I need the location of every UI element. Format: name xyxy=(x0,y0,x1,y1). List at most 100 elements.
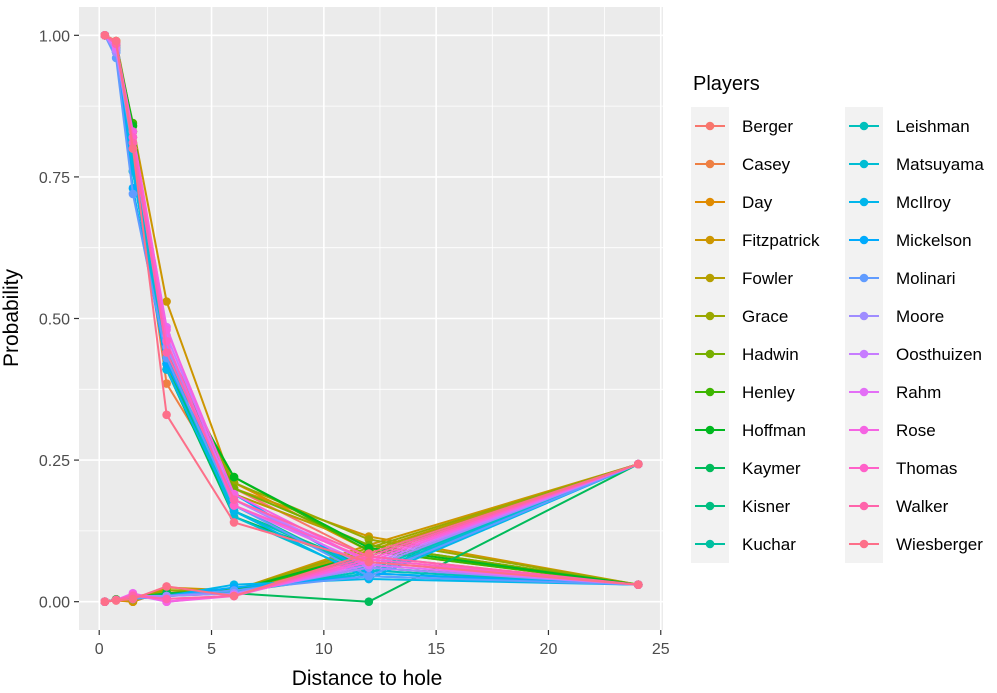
legend-label: Fowler xyxy=(742,269,793,288)
legend-label: Mickelson xyxy=(896,231,972,250)
legend-item: Rose xyxy=(845,411,936,449)
legend-label: Wiesberger xyxy=(896,535,983,554)
x-axis-title: Distance to hole xyxy=(292,667,443,688)
legend-item: Henley xyxy=(691,373,795,411)
legend-label: Kisner xyxy=(742,497,791,516)
data-point xyxy=(229,518,239,527)
legend-label: Leishman xyxy=(896,117,970,136)
legend-item: Rahm xyxy=(845,373,941,411)
legend-item: Berger xyxy=(691,107,793,145)
legend-key-point xyxy=(859,197,869,207)
legend-key-point xyxy=(705,425,715,435)
legend-key-point xyxy=(705,235,715,245)
legend-label: Fitzpatrick xyxy=(742,231,820,250)
data-point xyxy=(162,410,171,420)
x-tick-label: 20 xyxy=(540,641,558,658)
y-tick-label: 0.00 xyxy=(39,595,70,612)
x-tick-label: 25 xyxy=(652,641,670,658)
legend-label: Molinari xyxy=(896,269,956,288)
legend-item: Hoffman xyxy=(691,411,806,449)
legend-item: Grace xyxy=(691,297,788,335)
legend-item: Day xyxy=(691,183,773,221)
legend-item: Leishman xyxy=(845,107,970,145)
legend-key-point xyxy=(705,311,715,321)
legend-key-point xyxy=(859,539,869,549)
legend: Players Berger Casey Day Fitzpatrick Fowler G… xyxy=(691,73,984,563)
data-point xyxy=(229,591,239,601)
legend-key-point xyxy=(859,121,869,131)
data-point xyxy=(364,549,374,558)
data-point xyxy=(229,472,239,482)
legend-key-point xyxy=(859,425,869,435)
legend-key-point xyxy=(705,463,715,473)
legend-label: Matsuyama xyxy=(896,155,984,174)
series-wiesberger xyxy=(100,31,643,606)
legend-label: Berger xyxy=(742,117,793,136)
legend-item: Mickelson xyxy=(845,221,972,259)
data-point xyxy=(111,596,121,605)
legend-item: McIlroy xyxy=(845,183,951,221)
x-tick-label: 10 xyxy=(315,641,333,658)
y-tick-label: 0.25 xyxy=(39,453,70,470)
data-point xyxy=(100,31,110,40)
legend-item: Fowler xyxy=(691,259,793,297)
legend-label: Oosthuizen xyxy=(896,345,982,364)
legend-key-point xyxy=(705,197,715,207)
legend-item: Kisner xyxy=(691,487,791,525)
legend-label: Hoffman xyxy=(742,421,806,440)
x-axis: 0 5 10 15 20 25 xyxy=(95,630,670,658)
legend-item: Casey xyxy=(691,145,791,183)
y-tick-label: 1.00 xyxy=(39,28,70,45)
data-point xyxy=(162,379,171,388)
legend-key-point xyxy=(859,501,869,511)
legend-item: Thomas xyxy=(845,449,957,487)
data-point xyxy=(634,459,643,469)
y-tick-label: 0.75 xyxy=(39,170,70,187)
data-point xyxy=(364,557,374,567)
data-point xyxy=(162,297,171,306)
data-point xyxy=(128,144,138,153)
data-point xyxy=(162,594,171,604)
legend-key-point xyxy=(705,273,715,283)
legend-item: Molinari xyxy=(845,259,956,297)
y-axis-title: Probability xyxy=(0,268,23,367)
legend-label: Kaymer xyxy=(742,459,801,478)
data-point xyxy=(364,597,374,606)
legend-label: Casey xyxy=(742,155,791,174)
legend-item: Kaymer xyxy=(691,449,801,487)
legend-key-point xyxy=(705,159,715,169)
series-layer xyxy=(100,31,643,606)
legend-label: Moore xyxy=(896,307,944,326)
legend-item: Kuchar xyxy=(691,525,796,563)
y-axis: 0.00 0.25 0.50 0.75 1.00 xyxy=(39,28,79,612)
legend-key-point xyxy=(705,349,715,359)
data-point xyxy=(162,348,171,357)
legend-label: Rose xyxy=(896,421,936,440)
legend-key-point xyxy=(705,121,715,131)
legend-key-point xyxy=(859,387,869,397)
legend-items: Berger Casey Day Fitzpatrick Fowler Grace Hadw… xyxy=(691,107,984,563)
legend-item: Matsuyama xyxy=(845,145,984,183)
legend-item: Walker xyxy=(845,487,949,525)
data-point xyxy=(229,495,239,505)
legend-label: Rahm xyxy=(896,383,941,402)
legend-label: Walker xyxy=(896,497,949,516)
data-point xyxy=(100,597,110,606)
data-point xyxy=(364,571,374,581)
legend-key-point xyxy=(705,539,715,549)
legend-key-point xyxy=(859,463,869,473)
legend-label: Henley xyxy=(742,383,795,402)
x-tick-label: 5 xyxy=(207,641,216,658)
legend-label: Hadwin xyxy=(742,345,799,364)
legend-key-point xyxy=(705,501,715,511)
legend-item: Wiesberger xyxy=(845,525,983,563)
legend-item: Oosthuizen xyxy=(845,335,982,373)
legend-label: Grace xyxy=(742,307,788,326)
data-point xyxy=(162,582,171,591)
legend-label: Thomas xyxy=(896,459,957,478)
data-point xyxy=(128,189,138,199)
legend-item: Fitzpatrick xyxy=(691,221,820,259)
x-tick-label: 0 xyxy=(95,641,104,658)
data-point xyxy=(111,36,121,46)
